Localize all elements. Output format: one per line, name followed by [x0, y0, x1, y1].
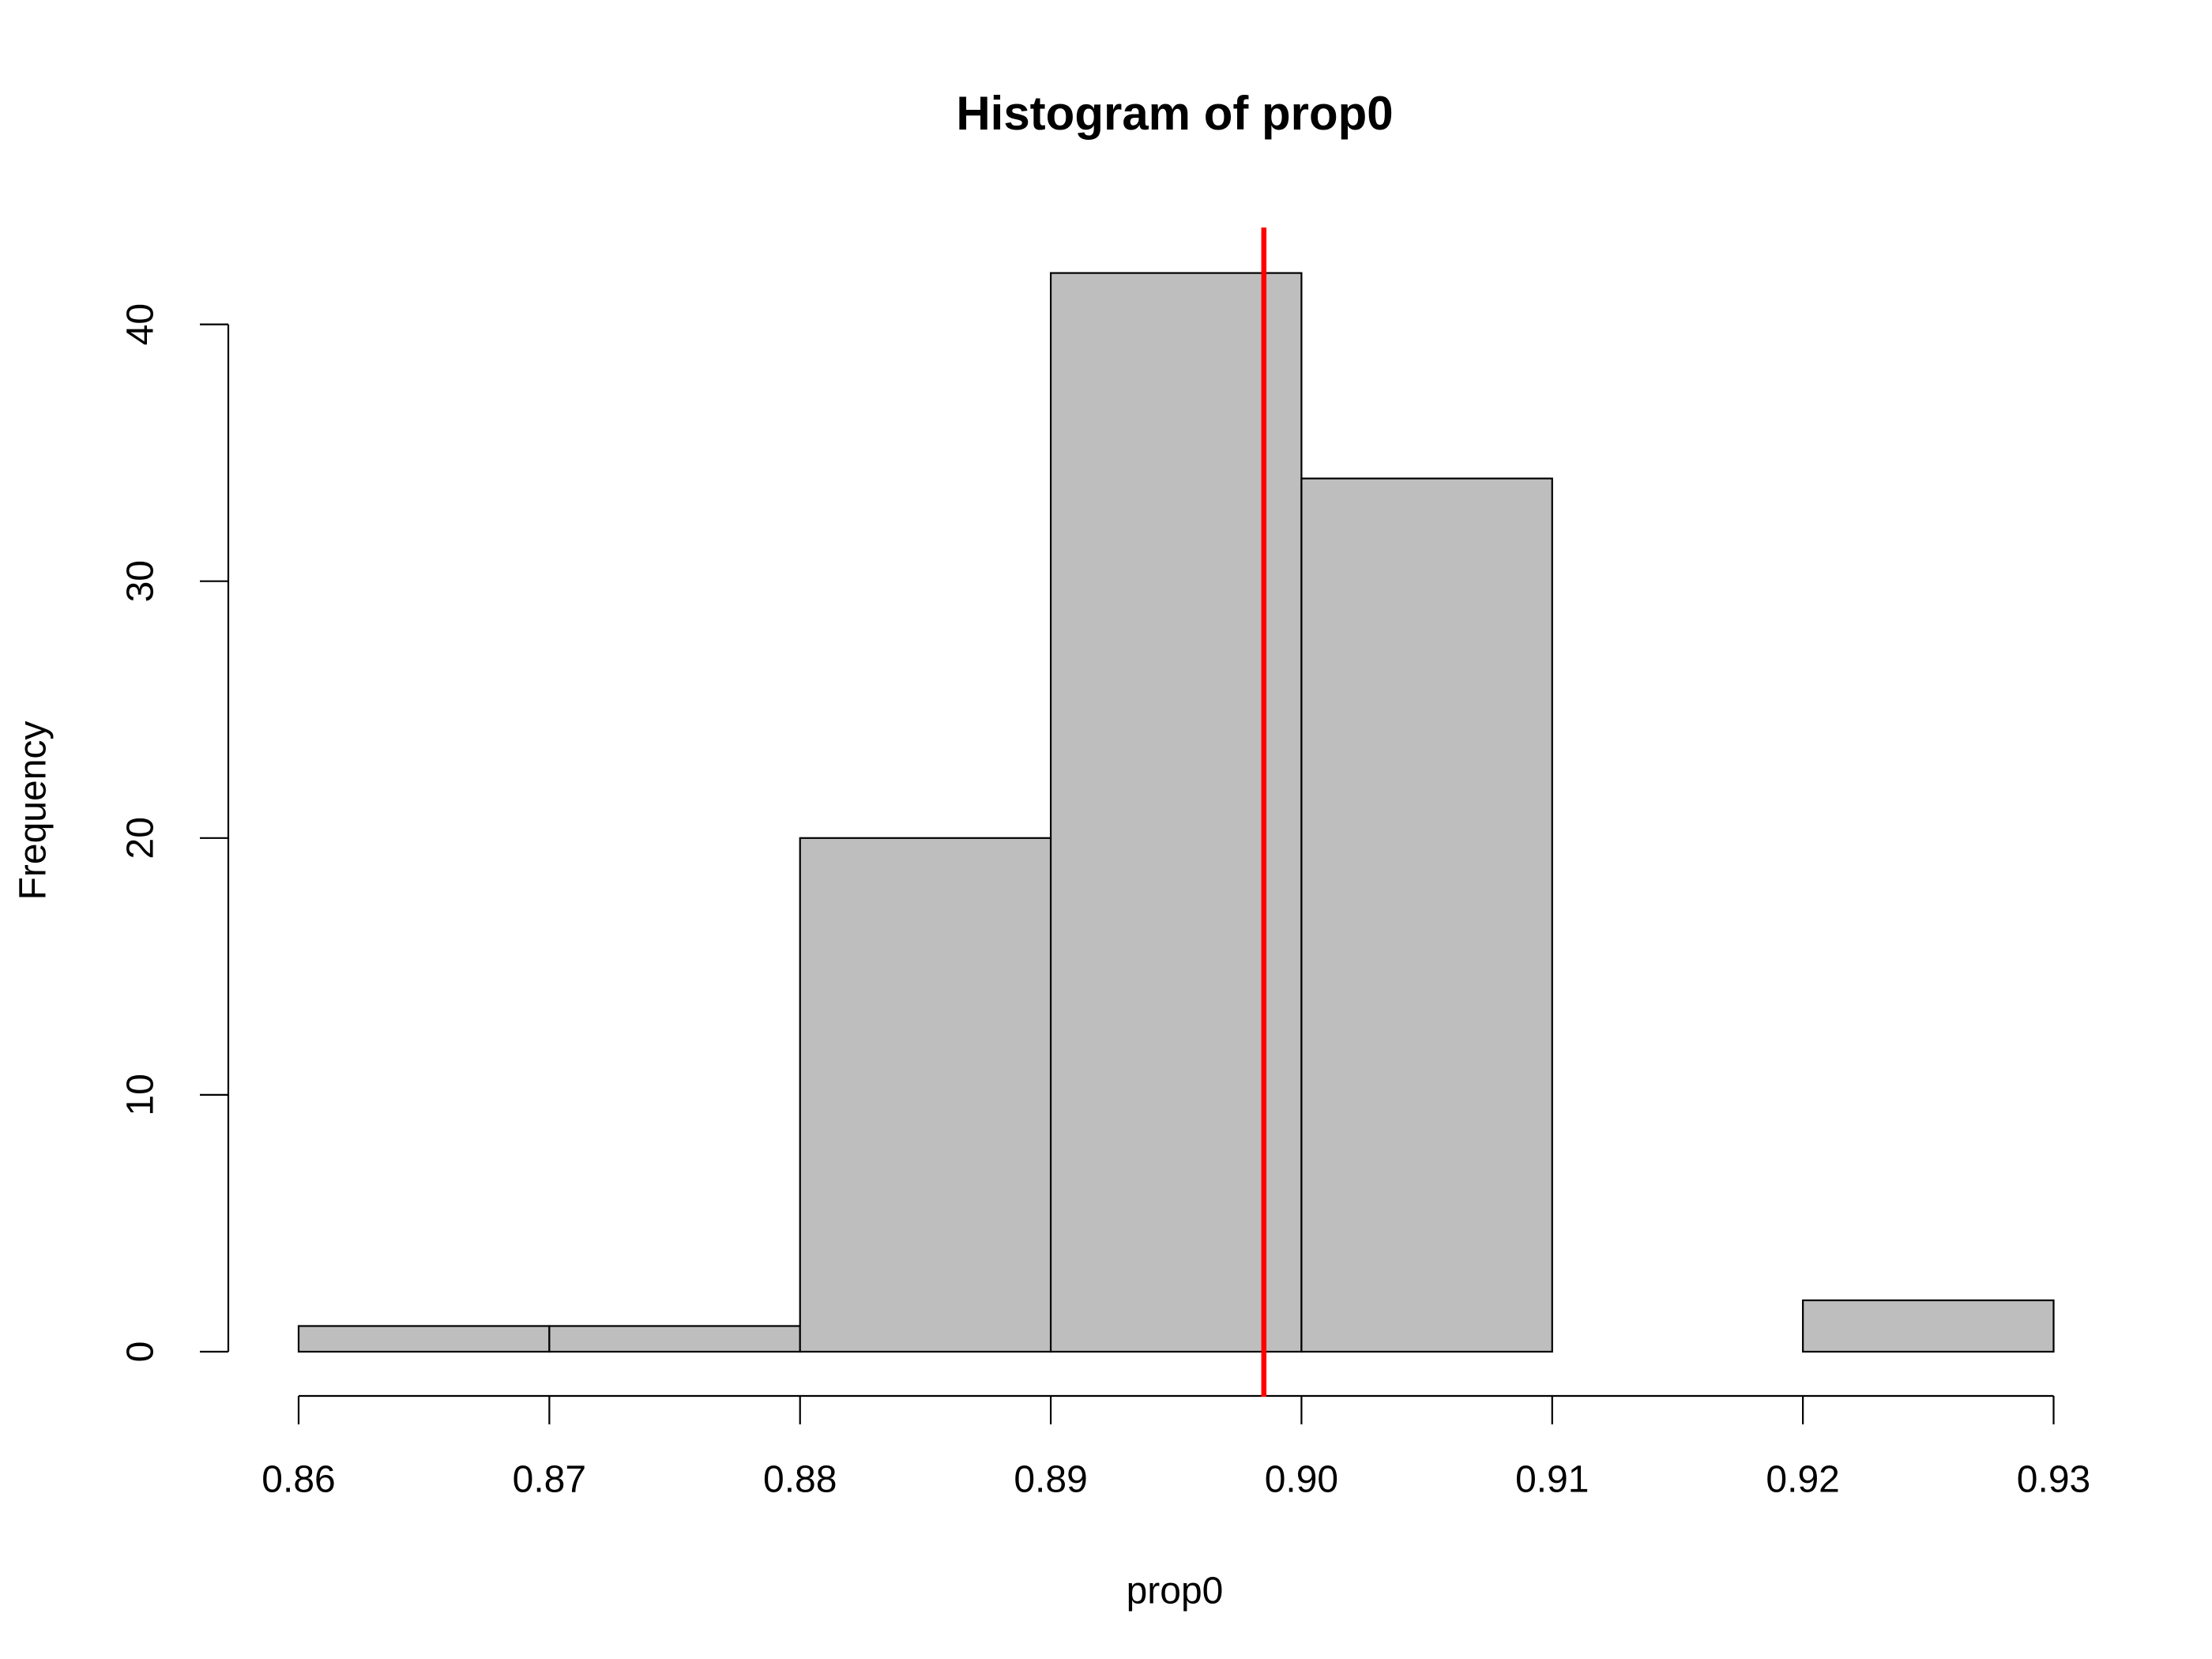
bar	[799, 837, 1052, 1353]
x-tick-label: 0.90	[1265, 1459, 1338, 1501]
bar	[1049, 272, 1303, 1353]
chart-title: Histogram of prop0	[956, 87, 1393, 140]
y-axis-label: Frequency	[13, 721, 55, 901]
x-tick-label: 0.88	[763, 1459, 837, 1501]
y-tick-label: 40	[120, 303, 162, 345]
y-tick-label: 20	[120, 817, 162, 859]
x-tick-label: 0.92	[1766, 1459, 1839, 1501]
y-tick-label: 0	[120, 1341, 162, 1363]
x-tick-label: 0.93	[2017, 1459, 2090, 1501]
bar	[297, 1325, 551, 1353]
x-tick-label: 0.86	[261, 1459, 335, 1501]
bar	[548, 1325, 801, 1353]
x-tick-label: 0.87	[513, 1459, 586, 1501]
x-axis-label: prop0	[1127, 1571, 1224, 1612]
y-tick-label: 10	[120, 1074, 162, 1115]
x-tick-label: 0.89	[1014, 1459, 1087, 1501]
x-tick-label: 0.91	[1515, 1459, 1589, 1501]
bar	[1300, 477, 1553, 1353]
y-tick-label: 30	[120, 560, 162, 602]
bar	[1802, 1299, 2055, 1353]
